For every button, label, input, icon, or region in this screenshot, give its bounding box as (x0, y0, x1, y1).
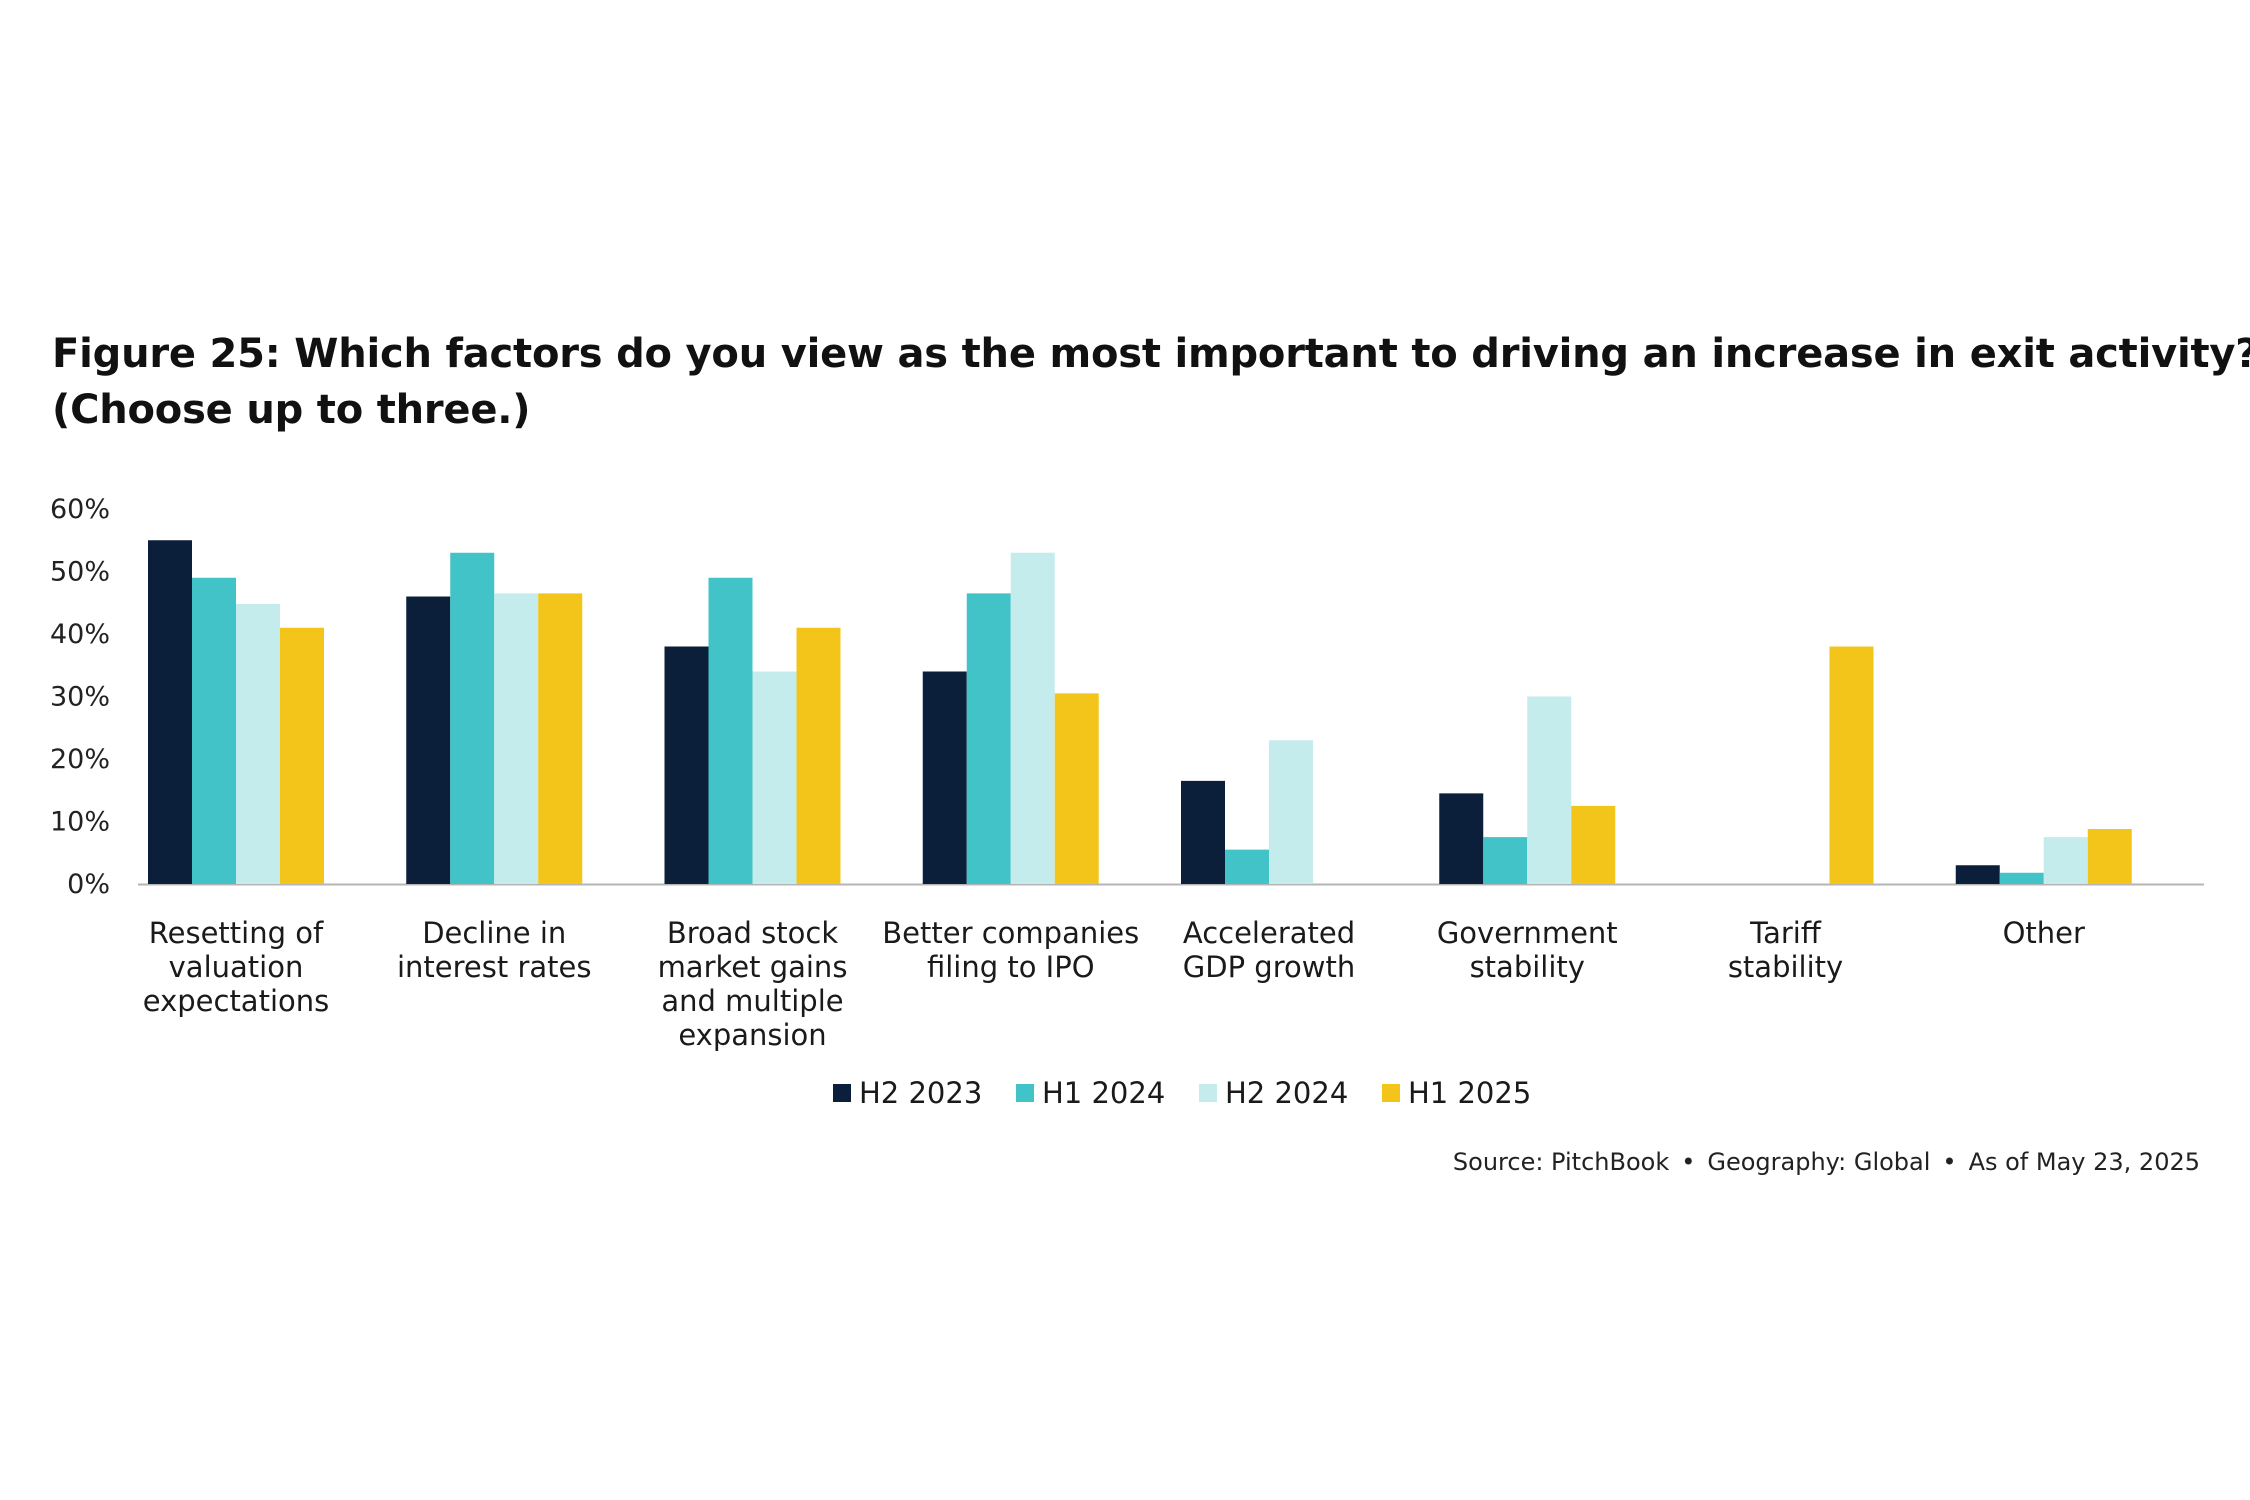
legend-label: H2 2024 (1225, 1076, 1348, 1110)
x-tick-label: Broad stock market gains and multiple expan… (658, 916, 848, 1052)
y-tick-label: 50% (50, 557, 110, 588)
legend-swatch (1382, 1084, 1400, 1102)
bar-h2-2024 (1010, 552, 1055, 884)
bar-h2-2023 (1181, 780, 1225, 884)
y-tick-label: 0% (67, 869, 110, 900)
bar-h1-2024 (192, 577, 236, 884)
geography-text: Geography: Global (1707, 1148, 1931, 1176)
chart-title-line1: Figure 25: Which factors do you view as … (52, 331, 2250, 377)
bar-chart: 60% 50% 40% 30% 20% 10% 0% Resetting of valuatio… (50, 494, 2204, 1110)
bar-h1-2024 (966, 593, 1011, 884)
legend-swatch (1199, 1084, 1217, 1102)
bar-h1-2024 (1999, 872, 2044, 884)
bar-h1-2024 (708, 577, 753, 884)
x-tick-label: Decline in interest rates (397, 916, 592, 984)
bar-h1-2025 (538, 593, 583, 884)
bar-h1-2025 (2087, 829, 2132, 884)
bar-h2-2023 (664, 646, 709, 884)
x-tick-label: Better companies filing to IPO (882, 916, 1139, 984)
bar-h2-2023 (922, 671, 967, 884)
legend-swatch (1016, 1084, 1034, 1102)
bar-h2-2023 (1439, 793, 1484, 884)
bar-h2-2024 (1527, 696, 1572, 884)
bar-h2-2023 (1955, 865, 2000, 884)
separator-1: • (1681, 1148, 1696, 1176)
x-tick-label: Resetting of valuation expectations (143, 916, 330, 1018)
x-tick-label: Government stability (1437, 916, 1618, 984)
bar-h1-2025 (280, 627, 324, 884)
legend-label: H1 2024 (1042, 1076, 1165, 1110)
legend-label: H2 2023 (859, 1076, 982, 1110)
bar-h2-2024 (752, 671, 797, 884)
as-of-date-text: As of May 23, 2025 (1968, 1148, 2200, 1176)
bar-h2-2024 (494, 593, 539, 884)
bar-h2-2023 (406, 596, 451, 884)
y-tick-label: 60% (50, 494, 110, 525)
x-tick-label: Other (2003, 916, 2085, 950)
bar-h1-2024 (1483, 837, 1528, 884)
bar-h1-2025 (1571, 805, 1616, 884)
bar-h1-2025 (796, 627, 841, 884)
y-tick-label: 40% (50, 619, 110, 650)
source-text: Source: PitchBook (1452, 1148, 1670, 1176)
x-tick-label: Tariff stability (1728, 916, 1843, 984)
bar-h2-2024 (2043, 837, 2088, 884)
bar-h2-2024 (236, 604, 280, 884)
chart-title: Figure 25: Which factors do you view as … (52, 326, 2250, 438)
bar-h1-2024 (1225, 849, 1269, 884)
bar-h2-2024 (1269, 740, 1313, 884)
bar-h1-2025 (1054, 693, 1099, 884)
bar-h1-2024 (450, 552, 495, 884)
source-line: Source: PitchBook • Geography: Global • As o… (1453, 1148, 2200, 1176)
bar-h1-2025 (1829, 646, 1874, 884)
y-tick-label: 10% (50, 807, 110, 838)
separator-2: • (1942, 1148, 1957, 1176)
y-tick-label: 20% (50, 744, 110, 775)
bar-h2-2023 (148, 540, 192, 884)
y-tick-label: 30% (50, 682, 110, 713)
legend-swatch (833, 1084, 851, 1102)
x-tick-label: Accelerated GDP growth (1183, 916, 1355, 984)
legend-label: H1 2025 (1408, 1076, 1531, 1110)
chart-title-line2: (Choose up to three.) (52, 387, 531, 433)
